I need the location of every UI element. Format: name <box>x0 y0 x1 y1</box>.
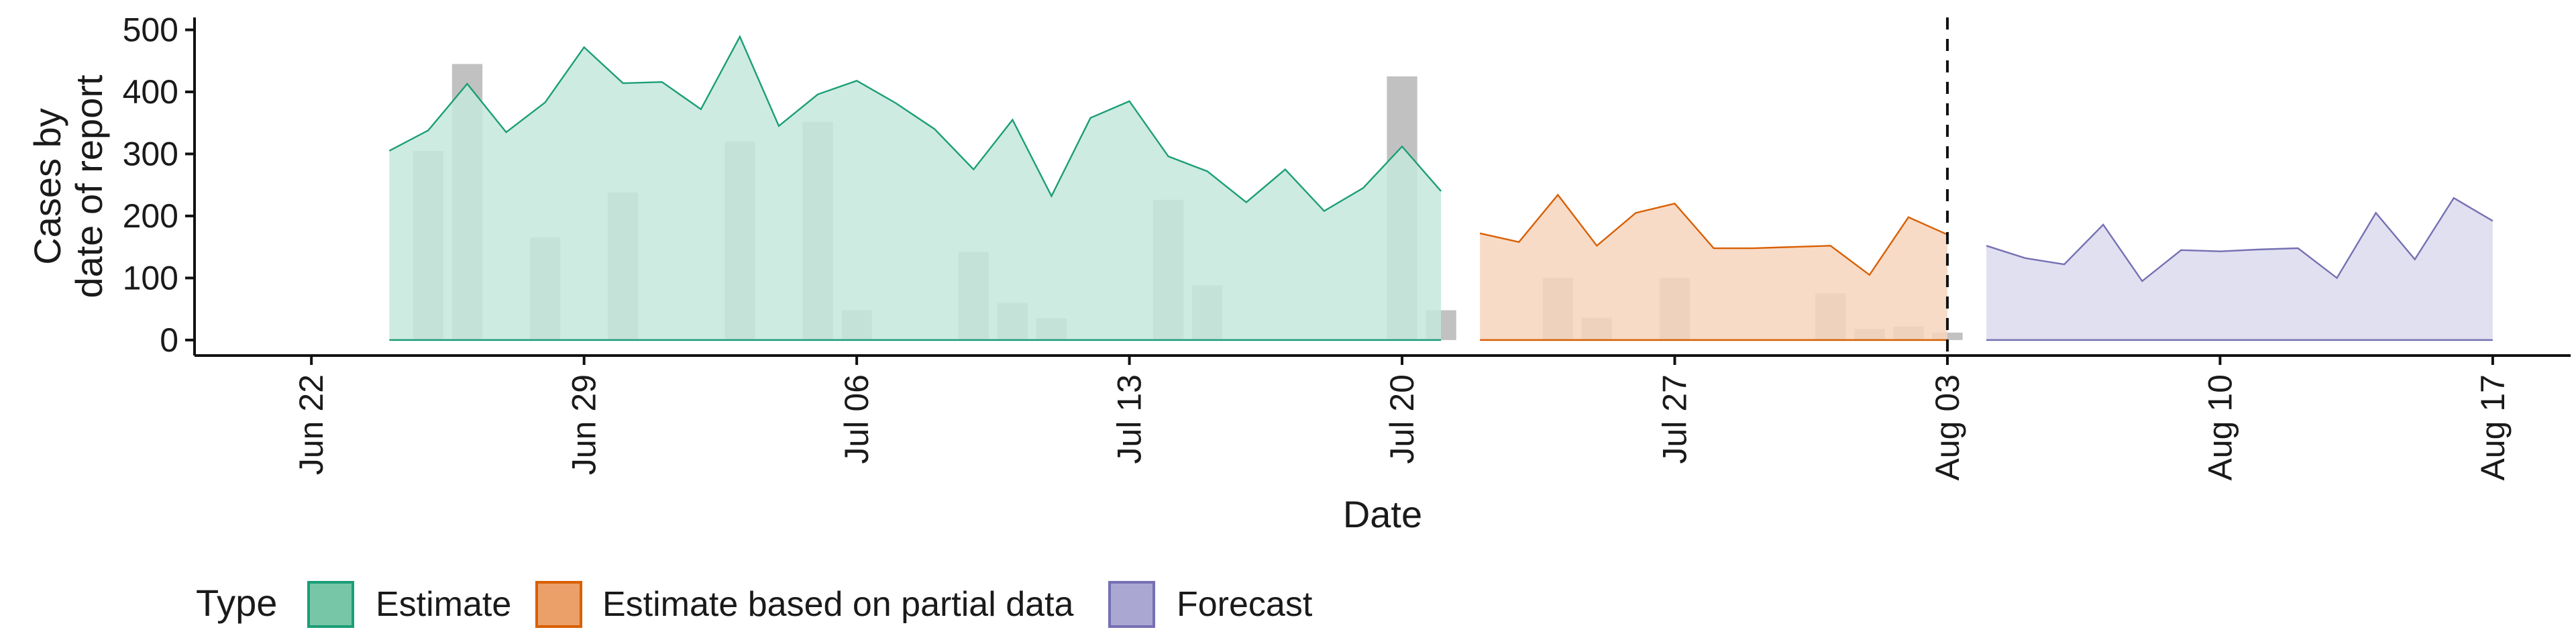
y-tick-label: 100 <box>123 259 178 297</box>
x-tick-label: Jun 22 <box>292 374 330 475</box>
series-area <box>389 36 1442 340</box>
x-tick-label: Jul 13 <box>1111 374 1148 464</box>
x-tick-label: Aug 17 <box>2474 374 2512 480</box>
y-axis-title: Cases bydate of report <box>26 74 110 299</box>
series-area <box>1986 198 2493 340</box>
y-tick-label: 300 <box>123 135 178 172</box>
y-tick-label: 400 <box>123 73 178 111</box>
legend-label: Estimate based on partial data <box>602 585 1074 624</box>
y-tick-label: 200 <box>123 197 178 235</box>
legend-swatch <box>535 581 582 628</box>
legend-swatch <box>1108 581 1155 628</box>
series-line <box>388 34 1442 213</box>
x-tick-label: Jun 29 <box>566 374 603 475</box>
series-line <box>1479 193 1948 276</box>
x-axis-title: Date <box>1343 493 1422 535</box>
legend-label: Estimate <box>376 585 511 624</box>
y-tick-label: 500 <box>123 11 178 48</box>
x-tick-label: Jul 06 <box>838 374 875 464</box>
legend: Type Estimate Estimate based on partial da… <box>196 581 1313 628</box>
legend-title: Type <box>196 582 277 624</box>
legend-swatch <box>307 581 354 628</box>
estimate-areas <box>388 34 2493 341</box>
legend-label: Forecast <box>1177 585 1313 624</box>
x-tick-label: Jul 27 <box>1656 374 1693 464</box>
x-tick-label: Aug 03 <box>1929 374 1966 480</box>
y-tick-label: 0 <box>160 321 178 359</box>
axes: 0 100 200 300 400 500 Jun 22 Jun 29 Jul 06 Jul 13… <box>26 11 2571 535</box>
series-area <box>1480 195 1947 340</box>
y-axis-title-line: Cases by <box>26 108 68 264</box>
series-line <box>1986 197 2493 282</box>
y-axis-title-line: date of report <box>68 74 110 299</box>
x-tick-label: Jul 20 <box>1383 374 1421 464</box>
x-tick-label: Aug 10 <box>2201 374 2239 480</box>
